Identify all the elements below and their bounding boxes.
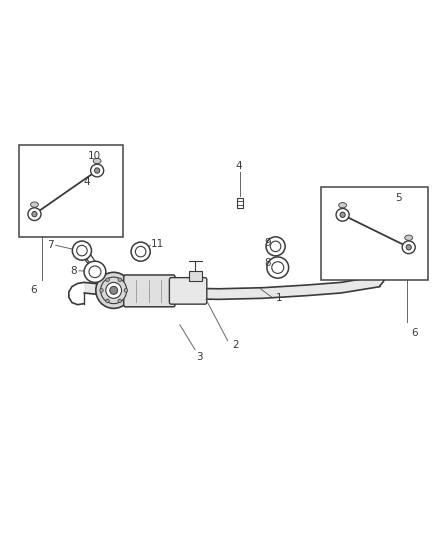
Ellipse shape — [101, 277, 127, 304]
Ellipse shape — [339, 203, 346, 208]
Text: 4: 4 — [83, 176, 89, 187]
Text: 8: 8 — [70, 266, 77, 276]
Ellipse shape — [32, 212, 37, 217]
Text: 9: 9 — [265, 238, 271, 248]
Ellipse shape — [272, 262, 284, 273]
Ellipse shape — [405, 235, 413, 240]
Ellipse shape — [93, 158, 101, 164]
Ellipse shape — [84, 261, 106, 282]
FancyBboxPatch shape — [170, 278, 207, 304]
Text: 7: 7 — [47, 240, 53, 251]
Ellipse shape — [31, 202, 39, 207]
Polygon shape — [84, 276, 380, 300]
Text: 5: 5 — [395, 193, 401, 203]
Text: 8: 8 — [265, 259, 271, 268]
Ellipse shape — [135, 246, 146, 257]
Text: 1: 1 — [276, 293, 283, 303]
Text: 2: 2 — [232, 340, 239, 350]
Ellipse shape — [106, 278, 110, 281]
Ellipse shape — [110, 286, 117, 294]
Ellipse shape — [96, 272, 131, 309]
Ellipse shape — [266, 237, 285, 256]
Text: 4: 4 — [235, 161, 242, 171]
Bar — [88, 208, 93, 219]
Ellipse shape — [336, 208, 349, 221]
Ellipse shape — [91, 164, 104, 177]
Ellipse shape — [340, 212, 345, 217]
Ellipse shape — [402, 241, 415, 254]
Ellipse shape — [270, 241, 281, 252]
Ellipse shape — [77, 245, 87, 256]
Ellipse shape — [72, 241, 92, 260]
Ellipse shape — [100, 288, 103, 292]
Ellipse shape — [131, 242, 150, 261]
Ellipse shape — [28, 208, 41, 221]
Ellipse shape — [89, 266, 101, 278]
Bar — [237, 198, 243, 208]
Bar — [19, 144, 123, 237]
Bar — [188, 271, 201, 281]
Bar — [321, 187, 428, 280]
Ellipse shape — [406, 245, 411, 250]
Ellipse shape — [118, 299, 121, 303]
Ellipse shape — [267, 257, 289, 278]
Ellipse shape — [106, 299, 110, 303]
Ellipse shape — [106, 282, 121, 298]
Text: 3: 3 — [196, 352, 203, 361]
Text: 6: 6 — [411, 328, 418, 338]
Ellipse shape — [95, 168, 100, 173]
FancyBboxPatch shape — [124, 275, 175, 307]
Text: 11: 11 — [151, 239, 164, 249]
Text: 6: 6 — [31, 285, 37, 295]
Ellipse shape — [118, 278, 121, 281]
Text: 10: 10 — [88, 151, 101, 160]
Ellipse shape — [124, 288, 127, 292]
